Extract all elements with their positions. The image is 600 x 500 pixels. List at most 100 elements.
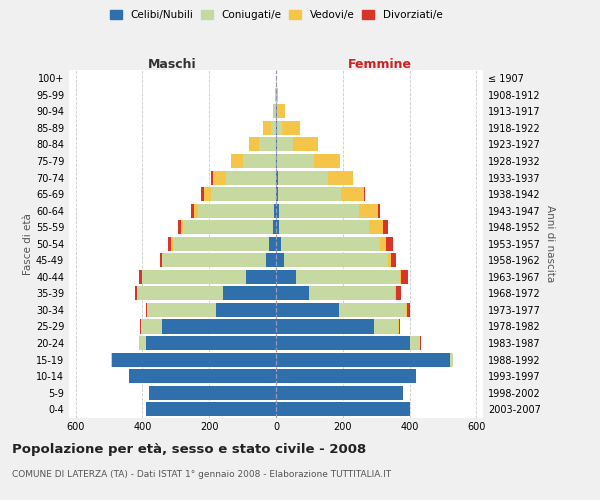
Bar [276,154,277,168]
Bar [341,187,364,201]
Bar [146,303,148,317]
Bar [280,220,370,234]
Bar [276,286,310,300]
Bar [276,170,278,184]
Bar [359,204,378,218]
Bar [178,220,181,234]
Bar [449,352,453,366]
Bar [274,104,276,118]
Bar [277,121,281,135]
Bar [277,88,278,102]
Bar [420,336,421,350]
Bar [276,386,403,400]
Bar [407,303,410,317]
Bar [112,352,276,366]
Bar [380,236,386,251]
Bar [216,303,276,317]
Y-axis label: Anni di nascita: Anni di nascita [545,205,554,282]
Bar [276,352,449,366]
Bar [276,220,280,234]
Bar [211,170,212,184]
Text: COMUNE DI LATERZA (TA) - Dati ISTAT 1° gennaio 2008 - Elaborazione TUTTITALIA.IT: COMUNE DI LATERZA (TA) - Dati ISTAT 1° g… [12,470,391,479]
Bar [263,121,271,135]
Bar [274,204,276,218]
Bar [278,187,341,201]
Bar [259,138,276,151]
Bar [197,204,274,218]
Bar [340,303,406,317]
Bar [194,204,197,218]
Bar [271,121,276,135]
Legend: Celibi/Nubili, Coniugati/e, Vedovi/e, Divorziati/e: Celibi/Nubili, Coniugati/e, Vedovi/e, Di… [107,8,445,22]
Bar [111,352,112,366]
Bar [277,104,278,118]
Bar [148,303,216,317]
Bar [277,138,293,151]
Bar [276,138,277,151]
Bar [137,286,223,300]
Bar [142,270,246,284]
Text: Maschi: Maschi [148,58,197,71]
Bar [378,204,380,218]
Bar [160,254,162,268]
Bar [181,220,182,234]
Bar [391,254,396,268]
Text: Popolazione per età, sesso e stato civile - 2008: Popolazione per età, sesso e stato civil… [12,442,366,456]
Bar [242,154,276,168]
Bar [146,336,276,350]
Bar [129,369,276,383]
Bar [211,187,276,201]
Bar [276,303,340,317]
Bar [370,220,383,234]
Bar [163,320,276,334]
Bar [310,286,395,300]
Bar [284,254,388,268]
Bar [401,270,408,284]
Bar [276,369,416,383]
Bar [386,236,393,251]
Bar [266,254,276,268]
Bar [139,336,146,350]
Bar [226,170,276,184]
Bar [276,104,277,118]
Bar [406,303,407,317]
Bar [364,187,365,201]
Bar [140,320,141,334]
Bar [223,286,276,300]
Bar [141,320,163,334]
Bar [201,187,204,201]
Bar [276,270,296,284]
Bar [212,170,226,184]
Bar [182,220,272,234]
Bar [146,402,276,416]
Bar [276,121,277,135]
Bar [272,220,276,234]
Bar [276,254,284,268]
Bar [374,320,398,334]
Bar [293,138,319,151]
Bar [246,270,276,284]
Bar [395,286,401,300]
Bar [278,104,285,118]
Bar [249,138,259,151]
Bar [277,154,314,168]
Bar [191,204,194,218]
Bar [163,254,266,268]
Bar [276,236,281,251]
Bar [173,236,269,251]
Bar [269,236,276,251]
Text: Femmine: Femmine [347,58,412,71]
Bar [172,236,173,251]
Bar [276,402,410,416]
Bar [276,204,280,218]
Bar [168,236,172,251]
Bar [149,386,276,400]
Bar [231,154,242,168]
Bar [276,187,278,201]
Bar [276,320,374,334]
Bar [410,336,419,350]
Bar [314,154,340,168]
Bar [139,270,142,284]
Bar [276,88,277,102]
Bar [204,187,211,201]
